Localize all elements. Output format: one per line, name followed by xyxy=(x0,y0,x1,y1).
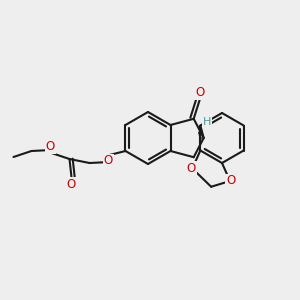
Text: H: H xyxy=(203,117,211,127)
Text: O: O xyxy=(226,175,236,188)
Text: O: O xyxy=(195,86,204,99)
Text: O: O xyxy=(187,162,196,175)
Text: O: O xyxy=(67,178,76,190)
Text: O: O xyxy=(104,154,113,167)
Text: O: O xyxy=(46,140,55,154)
